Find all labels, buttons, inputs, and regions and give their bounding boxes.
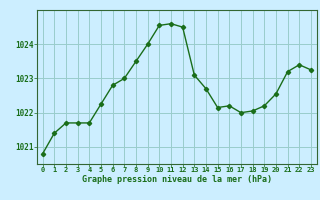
X-axis label: Graphe pression niveau de la mer (hPa): Graphe pression niveau de la mer (hPa) [82,175,272,184]
